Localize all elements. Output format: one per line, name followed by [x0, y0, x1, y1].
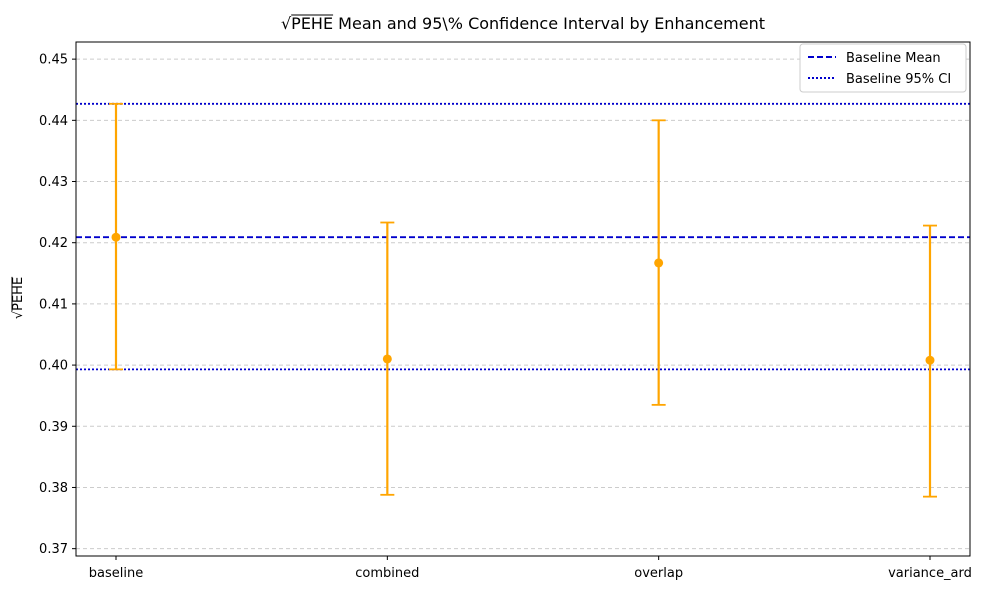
- x-tick-label-combined: combined: [355, 566, 419, 581]
- y-tick-label-0.40: 0.40: [39, 359, 68, 374]
- legend-label-baseline-ci: Baseline 95% CI: [846, 72, 951, 87]
- y-tick-label-0.39: 0.39: [39, 420, 68, 435]
- x-tick-label-variance_ard: variance_ard: [888, 566, 972, 581]
- gridlines: [76, 58, 970, 550]
- mean-point-overlap: [654, 258, 664, 268]
- error-bars: [109, 102, 937, 498]
- x-tick-label-overlap: overlap: [634, 566, 683, 581]
- y-tick-label-0.37: 0.37: [39, 542, 68, 557]
- y-tick-label-0.42: 0.42: [39, 236, 68, 251]
- plot-frame: [75, 41, 971, 557]
- chart-title: √PEHE Mean and 95\% Confidence Interval …: [281, 14, 765, 33]
- legend: Baseline Mean Baseline 95% CI: [799, 43, 967, 93]
- baseline-reference-lines: [76, 102, 970, 371]
- x-tick-label-baseline: baseline: [89, 566, 143, 581]
- y-tick-label-0.43: 0.43: [39, 175, 68, 190]
- mean-point-baseline: [111, 232, 121, 242]
- y-axis-label: √PEHE: [11, 276, 26, 319]
- y-tick-label-0.41: 0.41: [39, 297, 68, 312]
- y-tick-label-0.44: 0.44: [39, 114, 68, 129]
- legend-label-baseline-mean: Baseline Mean: [846, 51, 941, 66]
- mean-point-combined: [382, 354, 392, 364]
- mean-point-variance_ard: [925, 355, 935, 365]
- y-tick-label-0.38: 0.38: [39, 481, 68, 496]
- legend-box: [799, 43, 967, 93]
- svg-text:√PEHE: √PEHE: [11, 277, 26, 319]
- axes: 0.37 0.38 0.39 0.40 0.41 0.42 0.43 0.44 0.45 base…: [39, 41, 972, 581]
- y-tick-label-0.45: 0.45: [39, 53, 68, 68]
